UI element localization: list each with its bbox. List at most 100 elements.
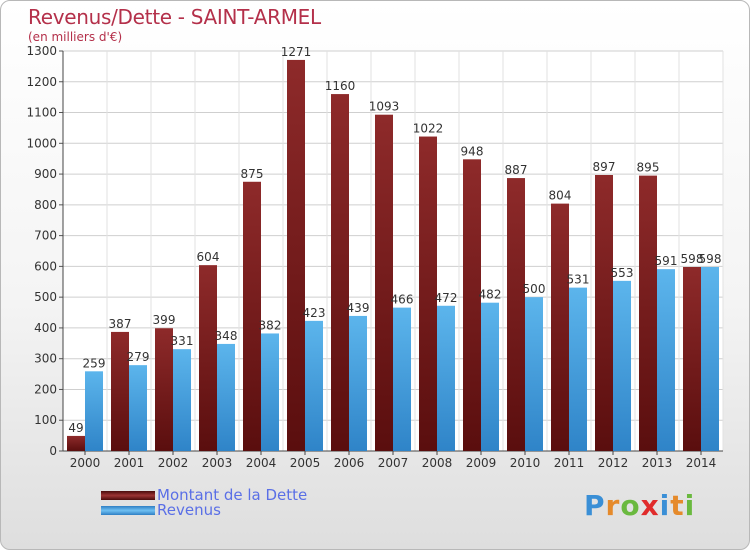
- x-tick-label: 2000: [70, 456, 101, 470]
- y-tick-label: 500: [34, 290, 57, 304]
- bar-revenus: [349, 315, 367, 451]
- bar-dette: [551, 203, 569, 451]
- data-label-revenus: 466: [391, 293, 414, 307]
- x-tick-label: 2002: [158, 456, 189, 470]
- data-label-revenus: 279: [127, 350, 150, 364]
- bar-dette: [595, 175, 613, 451]
- bar-revenus: [657, 269, 675, 451]
- bar-revenus: [525, 297, 543, 451]
- x-tick-label: 2007: [378, 456, 409, 470]
- data-label-revenus: 439: [347, 301, 370, 315]
- y-tick-label: 1300: [26, 44, 57, 58]
- data-label-dette: 895: [637, 161, 660, 175]
- y-tick-label: 0: [49, 444, 57, 458]
- chart-title: Revenus/Dette - SAINT-ARMEL: [28, 5, 321, 29]
- data-label-revenus: 500: [523, 282, 546, 296]
- data-label-dette: 604: [197, 250, 220, 264]
- data-label-dette: 598: [681, 252, 704, 266]
- bar-dette: [111, 331, 129, 451]
- bar-revenus: [85, 371, 103, 451]
- data-label-revenus: 423: [303, 306, 326, 320]
- x-tick-label: 2013: [642, 456, 673, 470]
- y-tick-label: 600: [34, 259, 57, 273]
- data-label-dette: 1093: [369, 100, 400, 114]
- x-tick-label: 2014: [686, 456, 717, 470]
- data-label-dette: 387: [109, 317, 132, 331]
- logo-letter: t: [670, 489, 685, 522]
- bar-dette: [507, 178, 525, 452]
- data-label-dette: 897: [593, 160, 616, 174]
- bar-dette: [243, 181, 261, 451]
- data-label-dette: 804: [549, 189, 572, 203]
- x-tick-label: 2006: [334, 456, 365, 470]
- data-label-dette: 1022: [413, 122, 444, 136]
- y-tick-label: 200: [34, 382, 57, 396]
- bar-dette: [419, 136, 437, 452]
- legend-swatch-revenus: [101, 506, 155, 515]
- y-tick-label: 100: [34, 413, 57, 427]
- data-label-dette: 1271: [281, 45, 312, 59]
- bar-dette: [287, 59, 305, 452]
- data-label-revenus: 598: [699, 252, 722, 266]
- legend-swatch-dette: [101, 491, 155, 500]
- bar-revenus: [305, 320, 323, 451]
- bar-dette: [331, 94, 349, 452]
- data-label-revenus: 382: [259, 318, 282, 332]
- data-label-dette: 948: [461, 144, 484, 158]
- bar-revenus: [393, 307, 411, 451]
- x-tick-label: 2003: [202, 456, 233, 470]
- x-tick-label: 2001: [114, 456, 145, 470]
- x-tick-label: 2012: [598, 456, 629, 470]
- bar-dette: [375, 114, 393, 451]
- y-tick-label: 800: [34, 198, 57, 212]
- data-label-dette: 399: [153, 313, 176, 327]
- data-label-revenus: 553: [611, 266, 634, 280]
- data-label-revenus: 472: [435, 291, 458, 305]
- y-tick-label: 900: [34, 167, 57, 181]
- bar-dette: [67, 435, 85, 451]
- data-label-revenus: 591: [655, 254, 678, 268]
- bar-revenus: [129, 365, 147, 451]
- chart-subtitle: (en milliers d'€): [28, 30, 123, 44]
- legend-label-revenus: Revenus: [157, 501, 221, 519]
- data-label-revenus: 259: [83, 356, 106, 370]
- data-label-dette: 49: [68, 421, 83, 435]
- data-label-revenus: 331: [171, 334, 194, 348]
- legend-label-dette: Montant de la Dette: [157, 486, 308, 504]
- bar-revenus: [217, 343, 235, 451]
- bar-revenus: [569, 287, 587, 451]
- data-label-revenus: 531: [567, 273, 590, 287]
- bar-revenus: [437, 305, 455, 451]
- logo-letter: i: [659, 489, 671, 522]
- y-tick-label: 1200: [26, 75, 57, 89]
- bar-revenus: [173, 349, 191, 451]
- y-tick-label: 1100: [26, 106, 57, 120]
- bar-dette: [199, 265, 217, 451]
- data-label-revenus: 482: [479, 288, 502, 302]
- y-tick-label: 1000: [26, 136, 57, 150]
- bar-dette: [683, 267, 701, 451]
- bar-dette: [463, 159, 481, 452]
- data-label-dette: 875: [241, 167, 264, 181]
- logo-letter: P: [584, 489, 606, 522]
- proxiti-logo: Proxiti: [584, 489, 695, 522]
- data-label-dette: 1160: [325, 79, 356, 93]
- logo-letter: i: [684, 489, 696, 522]
- logo-letter: x: [640, 489, 660, 522]
- x-tick-label: 2005: [290, 456, 321, 470]
- bar-dette: [155, 328, 173, 451]
- bar-revenus: [481, 302, 499, 451]
- bar-dette: [639, 175, 657, 451]
- bar-revenus: [701, 267, 719, 451]
- x-tick-label: 2004: [246, 456, 277, 470]
- x-tick-label: 2011: [554, 456, 585, 470]
- data-label-revenus: 348: [215, 329, 238, 343]
- bar-revenus: [261, 333, 279, 451]
- bar-revenus: [613, 280, 631, 451]
- y-tick-label: 400: [34, 321, 57, 335]
- y-tick-label: 700: [34, 229, 57, 243]
- logo-letter: o: [620, 489, 641, 522]
- x-tick-label: 2010: [510, 456, 541, 470]
